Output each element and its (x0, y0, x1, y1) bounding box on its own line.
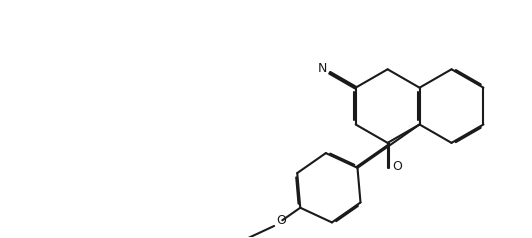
Text: O: O (276, 214, 286, 227)
Text: N: N (318, 62, 328, 75)
Text: O: O (393, 160, 402, 173)
